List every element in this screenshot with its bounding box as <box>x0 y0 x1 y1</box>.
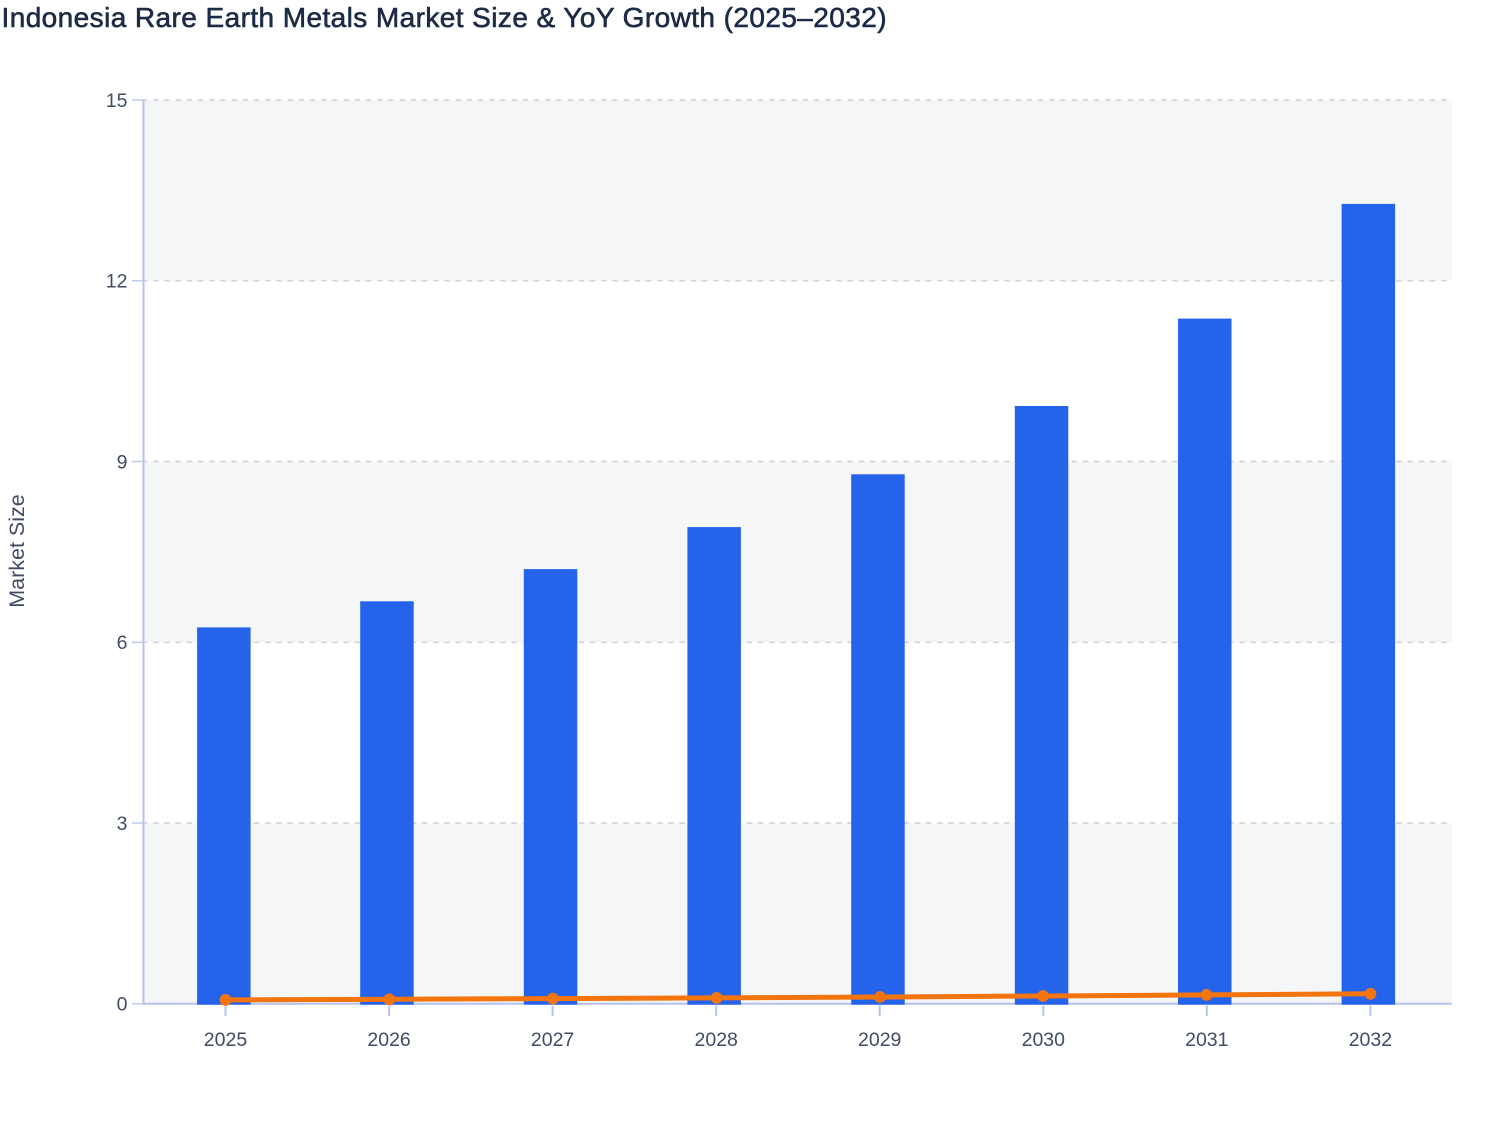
svg-text:2025: 2025 <box>204 1029 248 1051</box>
svg-text:2032: 2032 <box>1349 1029 1392 1051</box>
svg-text:Indonesia Rare Earth Metals Ma: Indonesia Rare Earth Metals Market Size … <box>2 2 888 33</box>
svg-text:6: 6 <box>117 632 128 654</box>
svg-text:2027: 2027 <box>531 1029 574 1051</box>
svg-text:Market Size: Market Size <box>5 494 29 608</box>
svg-text:2031: 2031 <box>1185 1029 1228 1051</box>
svg-text:3: 3 <box>117 813 128 835</box>
svg-text:12: 12 <box>106 271 128 293</box>
svg-text:0: 0 <box>117 994 128 1016</box>
svg-text:2028: 2028 <box>695 1029 738 1051</box>
svg-text:15: 15 <box>106 90 128 112</box>
svg-text:2030: 2030 <box>1022 1029 1066 1051</box>
svg-text:2026: 2026 <box>367 1029 410 1051</box>
svg-text:9: 9 <box>117 451 128 473</box>
svg-text:2029: 2029 <box>858 1029 901 1051</box>
